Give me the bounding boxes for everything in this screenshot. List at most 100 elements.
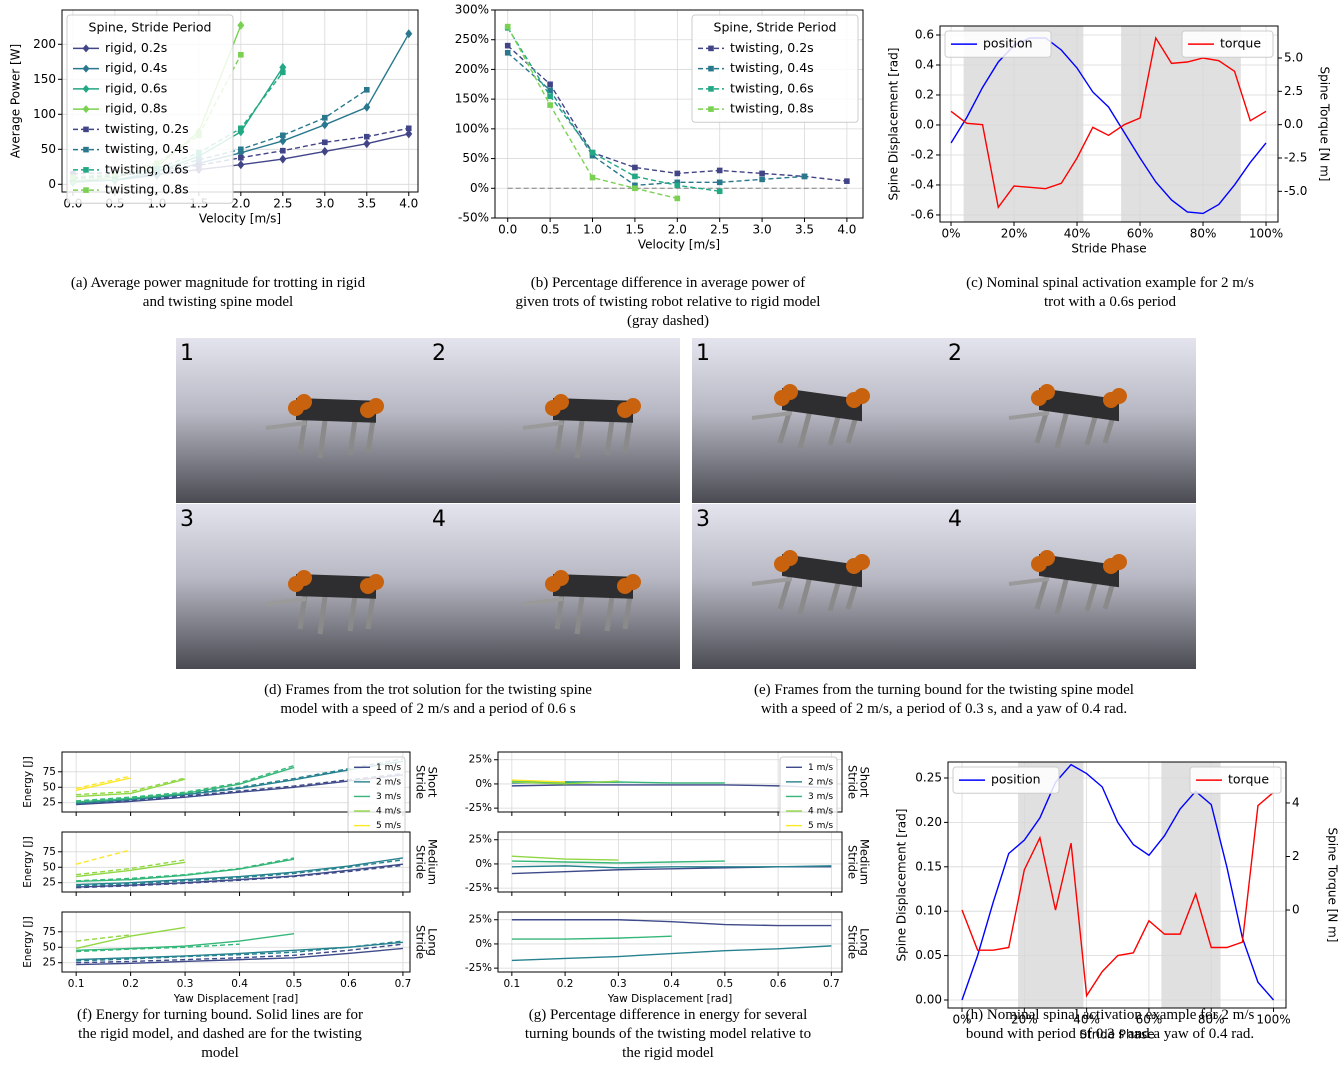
legend-label: twisting, 0.2s [105, 121, 189, 136]
y-axis-label: Average Power [W] [9, 44, 23, 158]
chart: -25%0%25%MediumStride [465, 832, 872, 896]
y2-tick-label: 2.5 [1284, 84, 1303, 98]
x-tick-label: 0.7 [395, 978, 412, 990]
side-label: Stride [846, 845, 860, 879]
x-tick-label: 3.0 [315, 197, 334, 211]
legend-label: torque [1220, 36, 1261, 51]
robot-joint [1039, 384, 1055, 400]
x-axis-label: Velocity [m/s] [638, 238, 720, 252]
legend-label: rigid, 0.8s [105, 101, 167, 116]
chart: 0.00.51.01.52.02.53.03.54.0050100150200V… [9, 10, 419, 226]
y-tick-label: 0% [475, 778, 492, 790]
legend-label: 2 m/s [808, 777, 833, 787]
y-tick-label: 50% [462, 151, 489, 165]
y-axis-label: Spine Displacement [rad] [895, 809, 909, 962]
marker [632, 165, 638, 171]
marker [322, 115, 328, 121]
side-label: Stride [846, 765, 860, 799]
y-tick-label: 0.2 [915, 87, 934, 101]
x-tick-label: 4.0 [399, 197, 418, 211]
x-tick-label: 2.5 [273, 197, 292, 211]
y-tick-label: 25 [43, 797, 56, 809]
x-tick-label: 1.5 [625, 223, 644, 237]
marker [322, 140, 328, 146]
legend-label: twisting, 0.4s [730, 60, 814, 75]
legend-label: twisting, 0.8s [730, 101, 814, 116]
caption: (f) Energy for turning bound. Solid line… [70, 1006, 370, 1063]
marker [505, 24, 511, 30]
y-tick-label: 0.6 [915, 27, 934, 41]
y-tick-label: 150% [455, 92, 489, 106]
legend-label: 3 m/s [376, 792, 401, 802]
marker [844, 178, 850, 184]
y-tick-label: 0.05 [915, 948, 942, 962]
x-tick-label: 0.5 [716, 978, 733, 990]
marker [547, 102, 553, 108]
y-tick-label: -0.4 [911, 177, 934, 191]
y-tick-label: 75 [43, 926, 56, 938]
x-tick-label: 0% [942, 227, 961, 241]
x-tick-label: 4.0 [837, 223, 856, 237]
y-tick-label: 50 [43, 781, 56, 793]
legend-label: rigid, 0.4s [105, 60, 167, 75]
marker [632, 174, 638, 180]
frame-background [428, 338, 680, 503]
chart: 0%20%40%60%80%100%-0.6-0.4-0.20.00.20.40… [887, 26, 1332, 256]
x-tick-label: 0.5 [286, 978, 303, 990]
marker [632, 185, 638, 191]
x-axis-label: Velocity [m/s] [199, 212, 281, 226]
frame-panel: 3 [692, 504, 944, 669]
y-tick-label: 25% [469, 754, 492, 766]
y-tick-label: 0 [48, 177, 56, 191]
marker [280, 133, 286, 139]
y-tick-label: -25% [465, 802, 492, 814]
y-tick-label: 0.25 [915, 770, 942, 784]
caption: (b) Percentage difference in average pow… [515, 274, 821, 331]
robot-joint [296, 394, 312, 410]
frame-panel: 3 [176, 504, 428, 669]
y-axis-label: Energy [J] [22, 836, 34, 887]
x-tick-label: 0.6 [340, 978, 357, 990]
y2-tick-label: 0 [1292, 903, 1300, 917]
robot-joint [296, 570, 312, 586]
robot-joint [854, 388, 870, 404]
x-tick-label: 0.1 [68, 978, 85, 990]
chart: 0.10.20.30.40.50.60.7255075Yaw Displacem… [22, 912, 440, 1005]
x-axis-label: Yaw Displacement [rad] [607, 993, 732, 1005]
legend-marker [708, 66, 714, 72]
legend-label: twisting, 0.4s [105, 141, 189, 156]
legend-label: twisting, 0.6s [105, 161, 189, 176]
y-axis-label: Energy [J] [22, 756, 34, 807]
shaded-region [1018, 762, 1083, 1008]
y-tick-label: -25% [465, 962, 492, 974]
marker [717, 168, 723, 174]
robot-joint [625, 398, 641, 414]
robot-joint [782, 550, 798, 566]
y-tick-label: 50 [43, 861, 56, 873]
marker [505, 50, 511, 56]
legend-title: Spine, Stride Period [89, 20, 212, 35]
x-tick-label: 0.3 [610, 978, 627, 990]
frame-panel: 2 [944, 338, 1196, 503]
shaded-region [1161, 762, 1220, 1008]
chart: 255075Energy [J]MediumStride [22, 832, 440, 896]
frame-number: 3 [180, 507, 194, 532]
legend-label: twisting, 0.2s [730, 40, 814, 55]
frame-panel: 1 [176, 338, 428, 503]
robot-joint [782, 384, 798, 400]
marker [238, 126, 244, 132]
frame-number: 3 [696, 507, 710, 532]
legend-marker [708, 86, 714, 92]
x-tick-label: 100% [1249, 227, 1283, 241]
y-tick-label: 0.0 [915, 117, 934, 131]
x-tick-label: 0.4 [231, 978, 248, 990]
legend-label: 1 m/s [808, 763, 833, 773]
y-tick-label: 0.4 [915, 57, 934, 71]
marker [717, 180, 723, 186]
legend-label: rigid, 0.2s [105, 40, 167, 55]
frame-panel: 1 [692, 338, 944, 503]
legend-label: 4 m/s [808, 807, 833, 817]
x-tick-label: 0.7 [823, 978, 840, 990]
marker [547, 93, 553, 99]
y-tick-label: 0.00 [915, 993, 942, 1007]
